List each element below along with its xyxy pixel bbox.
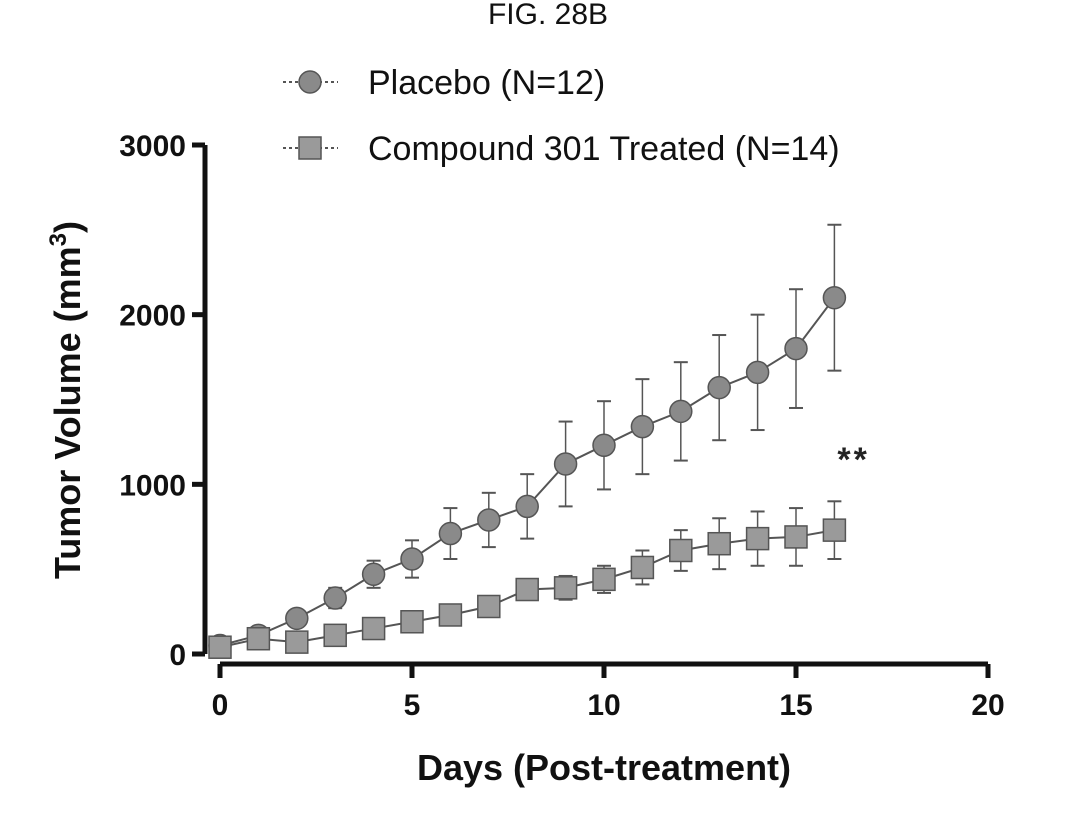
x-tick-label: 5 — [404, 689, 421, 722]
y-tick-label: 3000 — [119, 130, 186, 163]
y-axis-title-suffix: ) — [47, 221, 88, 233]
data-point — [285, 630, 309, 654]
data-point — [400, 547, 424, 571]
data-point — [669, 399, 693, 424]
legend: Placebo (N=12) Compound 301 Treated (N=14… — [283, 64, 840, 168]
data-point — [361, 616, 386, 641]
x-tick-label: 0 — [212, 689, 229, 722]
legend-entry-2: Compound 301 Treated (N=14) — [283, 130, 840, 168]
data-point — [592, 567, 616, 592]
series-2 — [208, 500, 847, 659]
data-point — [515, 577, 539, 602]
axes: 0 1000 2000 3000 0 5 10 15 20 — [119, 130, 1004, 722]
data-point — [669, 538, 693, 563]
data-point — [745, 526, 770, 551]
y-tick-label: 1000 — [119, 469, 186, 502]
x-tick-label: 10 — [587, 689, 620, 722]
y-axis-title-main: Tumor Volume (mm — [47, 246, 88, 579]
legend-label: Placebo (N=12) — [368, 64, 605, 102]
data-point — [438, 521, 463, 546]
x-axis-title: Days (Post-treatment) — [417, 747, 791, 788]
data-point — [361, 562, 386, 587]
figure-title: FIG. 28B — [488, 0, 608, 31]
significance-annotation: ** — [837, 441, 869, 479]
data-point — [592, 433, 616, 458]
data-point — [707, 375, 731, 400]
series-layer — [208, 223, 847, 659]
data-point — [822, 285, 847, 310]
data-point — [323, 586, 347, 610]
data-point — [707, 531, 731, 556]
data-point — [515, 494, 539, 519]
data-point — [745, 360, 770, 385]
y-tick-label: 2000 — [119, 300, 186, 333]
y-tick-label: 0 — [169, 639, 186, 672]
data-point — [784, 525, 808, 549]
y-axis-title: Tumor Volume (mm3) — [45, 221, 88, 579]
data-point — [285, 606, 309, 631]
annotation-layer: ** — [837, 441, 869, 479]
data-point — [630, 414, 655, 439]
data-point — [400, 610, 424, 634]
data-point — [208, 635, 232, 659]
data-point — [822, 518, 847, 542]
data-point — [630, 555, 655, 580]
data-point — [246, 626, 271, 651]
y-axis-title-superscript: 3 — [45, 233, 72, 246]
data-point — [477, 508, 501, 532]
legend-entry-1: Placebo (N=12) — [283, 64, 605, 102]
data-point — [784, 336, 808, 361]
x-tick-label: 15 — [779, 689, 812, 722]
legend-marker — [298, 70, 322, 94]
legend-marker — [298, 136, 322, 160]
data-point — [477, 594, 501, 619]
legend-label: Compound 301 Treated (N=14) — [368, 130, 840, 168]
x-tick-label: 20 — [971, 689, 1004, 722]
data-point — [553, 452, 578, 476]
data-point — [553, 576, 578, 600]
data-point — [323, 623, 347, 648]
data-point — [438, 603, 463, 627]
